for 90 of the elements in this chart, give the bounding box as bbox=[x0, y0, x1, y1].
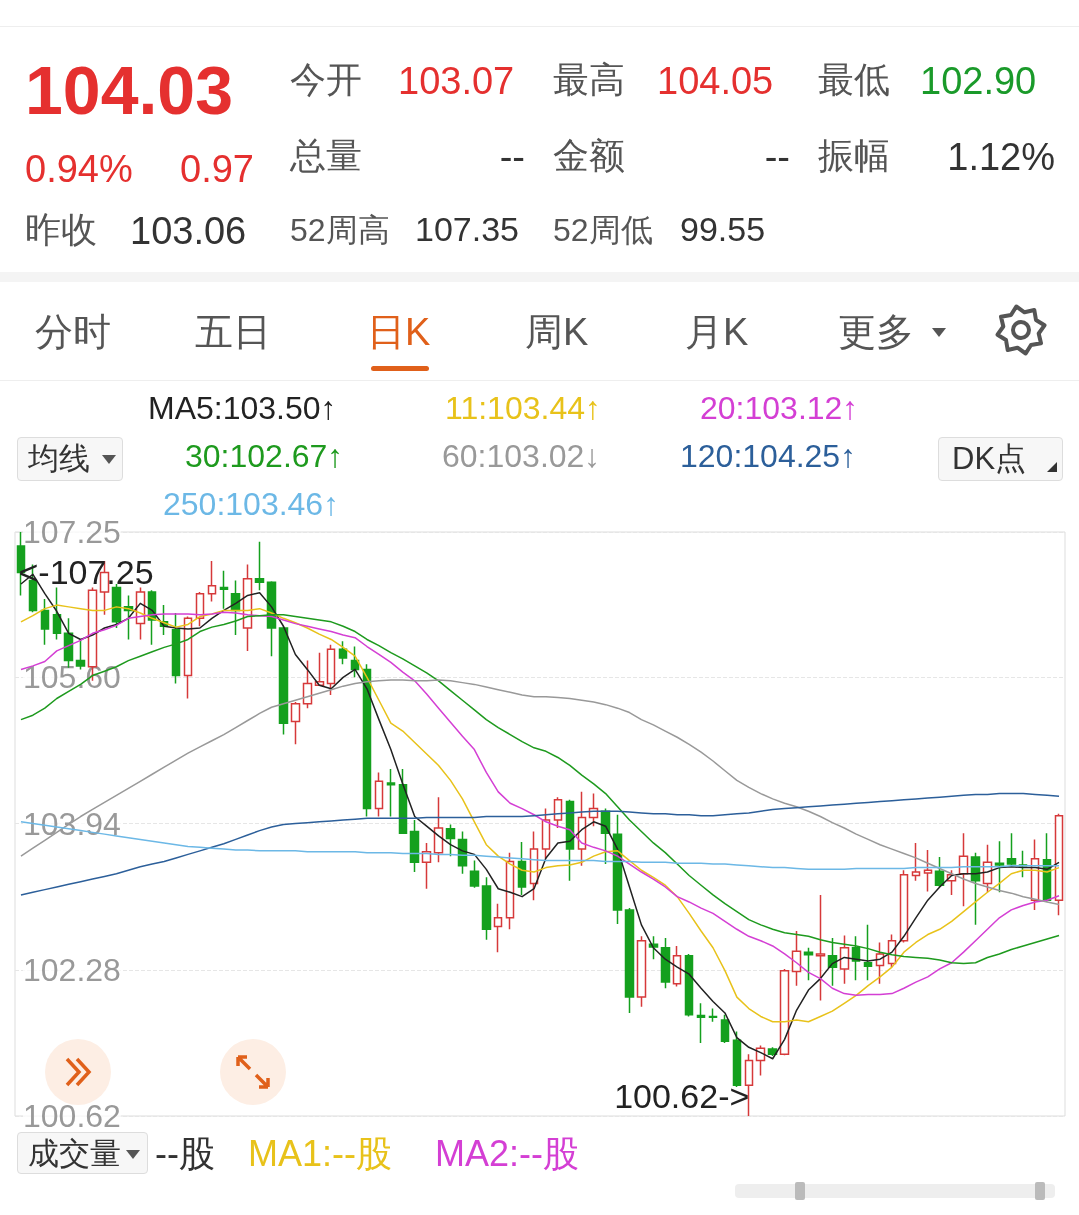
candlestick bbox=[40, 598, 50, 646]
candlestick bbox=[648, 935, 659, 960]
candlestick bbox=[386, 768, 396, 818]
text: 金额 bbox=[553, 135, 625, 176]
candlestick bbox=[696, 1002, 706, 1044]
candlestick bbox=[469, 859, 480, 889]
text: 52周高 bbox=[290, 212, 390, 248]
text: 1.12% bbox=[947, 136, 1055, 178]
candlestick bbox=[923, 849, 933, 893]
text: 成交量 bbox=[28, 1136, 121, 1171]
y-tick-label: 102.28 bbox=[23, 951, 121, 988]
y-tick-label: 107.25 bbox=[23, 514, 121, 550]
candlestick bbox=[1054, 813, 1064, 916]
candlestick bbox=[374, 771, 384, 818]
candlestick bbox=[278, 625, 289, 736]
text: 日K bbox=[367, 311, 431, 353]
candlestick bbox=[302, 659, 313, 709]
candlestick bbox=[541, 807, 551, 860]
candlestick bbox=[911, 842, 921, 882]
text: --股 bbox=[155, 1133, 215, 1174]
text: 最高 bbox=[553, 59, 625, 100]
text: 104.03 bbox=[25, 52, 233, 128]
text: 分时 bbox=[35, 311, 111, 353]
text: 0.97 bbox=[180, 148, 254, 190]
candlestick bbox=[433, 796, 444, 864]
text: -- bbox=[499, 136, 525, 178]
text: 104.05 bbox=[657, 60, 774, 102]
candlestick bbox=[314, 651, 325, 687]
text: 103.06 bbox=[130, 210, 247, 252]
candlestick bbox=[421, 842, 432, 890]
text: 30:102.67↑ bbox=[185, 438, 344, 474]
candlestick bbox=[624, 907, 635, 1014]
text: -- bbox=[764, 136, 790, 178]
candlestick bbox=[636, 935, 647, 1008]
text: 11:103.44↑ bbox=[445, 390, 601, 426]
candlestick bbox=[994, 840, 1005, 894]
text: 周K bbox=[525, 311, 589, 353]
text: 月K bbox=[685, 311, 749, 353]
candlestick bbox=[207, 560, 217, 603]
candlestick bbox=[899, 869, 909, 944]
candlestick bbox=[481, 876, 492, 941]
text: MA1:--股 bbox=[248, 1133, 392, 1174]
text: 均线 bbox=[28, 441, 90, 476]
text: 昨收 bbox=[25, 209, 97, 250]
text: 五日 bbox=[195, 311, 271, 353]
text: 52周低 bbox=[553, 212, 653, 248]
candlestick bbox=[254, 540, 265, 591]
candlestick bbox=[111, 583, 122, 629]
text: 总量 bbox=[290, 135, 362, 176]
text: 最低 bbox=[818, 59, 890, 100]
candlestick bbox=[970, 851, 981, 926]
text: 120:104.25↑ bbox=[680, 438, 857, 474]
text: 250:103.46↑ bbox=[163, 486, 340, 522]
candlestick bbox=[326, 644, 336, 696]
text: DK点 bbox=[952, 441, 1027, 476]
candlestick bbox=[290, 701, 301, 746]
candlestick bbox=[720, 1013, 730, 1044]
text: 20:103.12↑ bbox=[700, 390, 859, 426]
candlestick bbox=[493, 902, 503, 953]
candlestick bbox=[803, 947, 814, 982]
candlestick bbox=[52, 586, 62, 641]
text: 107.35 bbox=[415, 210, 519, 248]
candlestick bbox=[672, 945, 682, 988]
candlestick bbox=[409, 819, 420, 873]
text: MA5:103.50↑ bbox=[148, 390, 337, 426]
text: 60:103.02↓ bbox=[442, 438, 601, 474]
text: 103.07 bbox=[398, 60, 515, 102]
candlestick bbox=[517, 841, 527, 896]
text: 振幅 bbox=[818, 135, 890, 176]
candlestick bbox=[1006, 832, 1017, 867]
y-tick-label: 100.62 bbox=[23, 1098, 121, 1134]
candlestick bbox=[338, 640, 348, 665]
candlestick bbox=[958, 832, 969, 908]
candlestick bbox=[660, 937, 671, 990]
text: 99.55 bbox=[680, 210, 766, 248]
text: 今开 bbox=[290, 59, 362, 100]
text: MA2:--股 bbox=[435, 1133, 579, 1174]
candlestick bbox=[779, 968, 790, 1056]
candlestick bbox=[708, 1007, 718, 1023]
candlestick bbox=[684, 953, 694, 1018]
candlestick bbox=[219, 570, 229, 610]
annotation: 100.62-> bbox=[614, 1077, 750, 1115]
text: 0.94% bbox=[25, 148, 133, 190]
candlestick bbox=[815, 894, 826, 1002]
text: 更多 bbox=[838, 311, 914, 353]
candlestick bbox=[839, 934, 850, 985]
text: 102.90 bbox=[920, 60, 1037, 102]
line-series bbox=[20, 792, 1060, 896]
candlestick bbox=[445, 823, 456, 857]
candlestick bbox=[934, 856, 945, 888]
